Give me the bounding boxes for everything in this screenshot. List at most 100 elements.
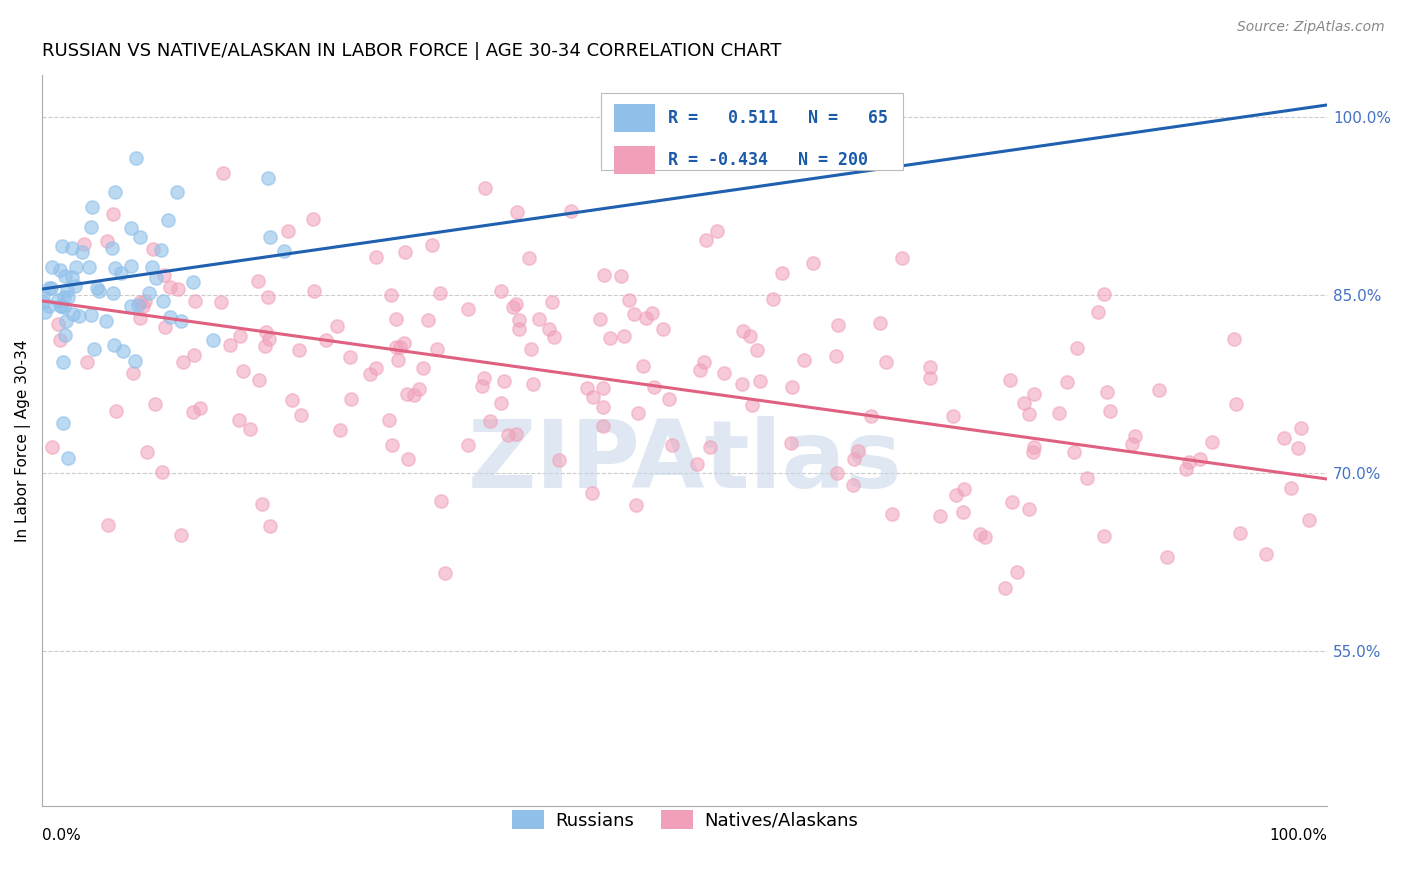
Point [96,234,118,248]
Point [918,371,941,385]
Point [53,269,76,284]
Point [395,386,418,401]
Point [49,333,72,347]
Point [1229,526,1251,541]
Point [1121,437,1143,451]
Point [364,361,387,376]
Point [633,359,655,374]
Point [387,353,409,368]
Point [41,440,63,454]
Point [392,335,415,350]
Point [257,170,280,185]
Point [302,284,325,298]
Point [505,427,527,442]
Point [494,374,516,388]
Point [479,414,502,428]
Point [1022,440,1045,454]
Point [290,409,312,423]
Point [824,349,846,363]
Point [1256,547,1278,561]
Point [875,355,897,369]
Point [695,233,717,247]
Point [592,419,614,434]
Point [100,241,122,255]
Point [380,287,402,301]
Point [138,285,160,300]
Point [339,350,361,364]
Point [593,268,616,282]
Point [617,293,640,307]
Point [952,505,974,519]
Point [228,413,250,427]
Point [846,443,869,458]
Point [52,290,75,304]
Point [254,338,277,352]
Point [508,322,530,336]
Point [634,310,657,325]
Point [159,310,181,324]
Point [120,259,142,273]
Point [257,332,280,346]
Point [560,203,582,218]
Point [129,310,152,325]
Point [51,239,73,253]
Point [770,266,793,280]
Point [209,295,232,310]
Point [489,284,512,298]
Point [408,382,430,396]
Point [1177,455,1199,469]
Point [80,219,103,234]
Point [183,405,205,419]
Point [31,295,53,310]
Point [474,181,496,195]
Point [184,294,207,309]
Point [72,245,94,260]
Point [73,237,96,252]
Point [505,296,527,310]
Point [1076,471,1098,485]
Point [581,486,603,500]
Point [49,299,72,313]
Point [134,294,156,309]
Point [1022,386,1045,401]
Point [315,333,337,347]
Point [239,422,262,436]
Point [60,270,83,285]
Point [152,268,174,283]
Point [51,299,73,313]
Point [1092,287,1115,301]
Point [143,397,166,411]
Point [1099,404,1122,418]
Point [575,381,598,395]
Legend: Russians, Natives/Alaskans: Russians, Natives/Alaskans [505,803,865,837]
Point [517,251,540,265]
Point [745,343,768,357]
Point [1223,332,1246,346]
Point [170,528,193,542]
Point [277,224,299,238]
Point [170,314,193,328]
Point [543,330,565,344]
Point [689,362,711,376]
Point [1225,397,1247,411]
Point [780,380,803,394]
Point [97,517,120,532]
Point [928,509,950,524]
Point [153,319,176,334]
Point [945,488,967,502]
Point [522,377,544,392]
Point [998,373,1021,387]
Point [132,299,155,313]
Point [869,316,891,330]
Point [1018,407,1040,421]
Point [1289,421,1312,435]
Point [340,392,363,406]
Point [101,286,124,301]
Point [38,281,60,295]
Point [942,409,965,424]
Point [1063,445,1085,459]
Point [1018,501,1040,516]
Point [105,404,128,418]
Point [731,324,754,338]
Point [257,290,280,304]
